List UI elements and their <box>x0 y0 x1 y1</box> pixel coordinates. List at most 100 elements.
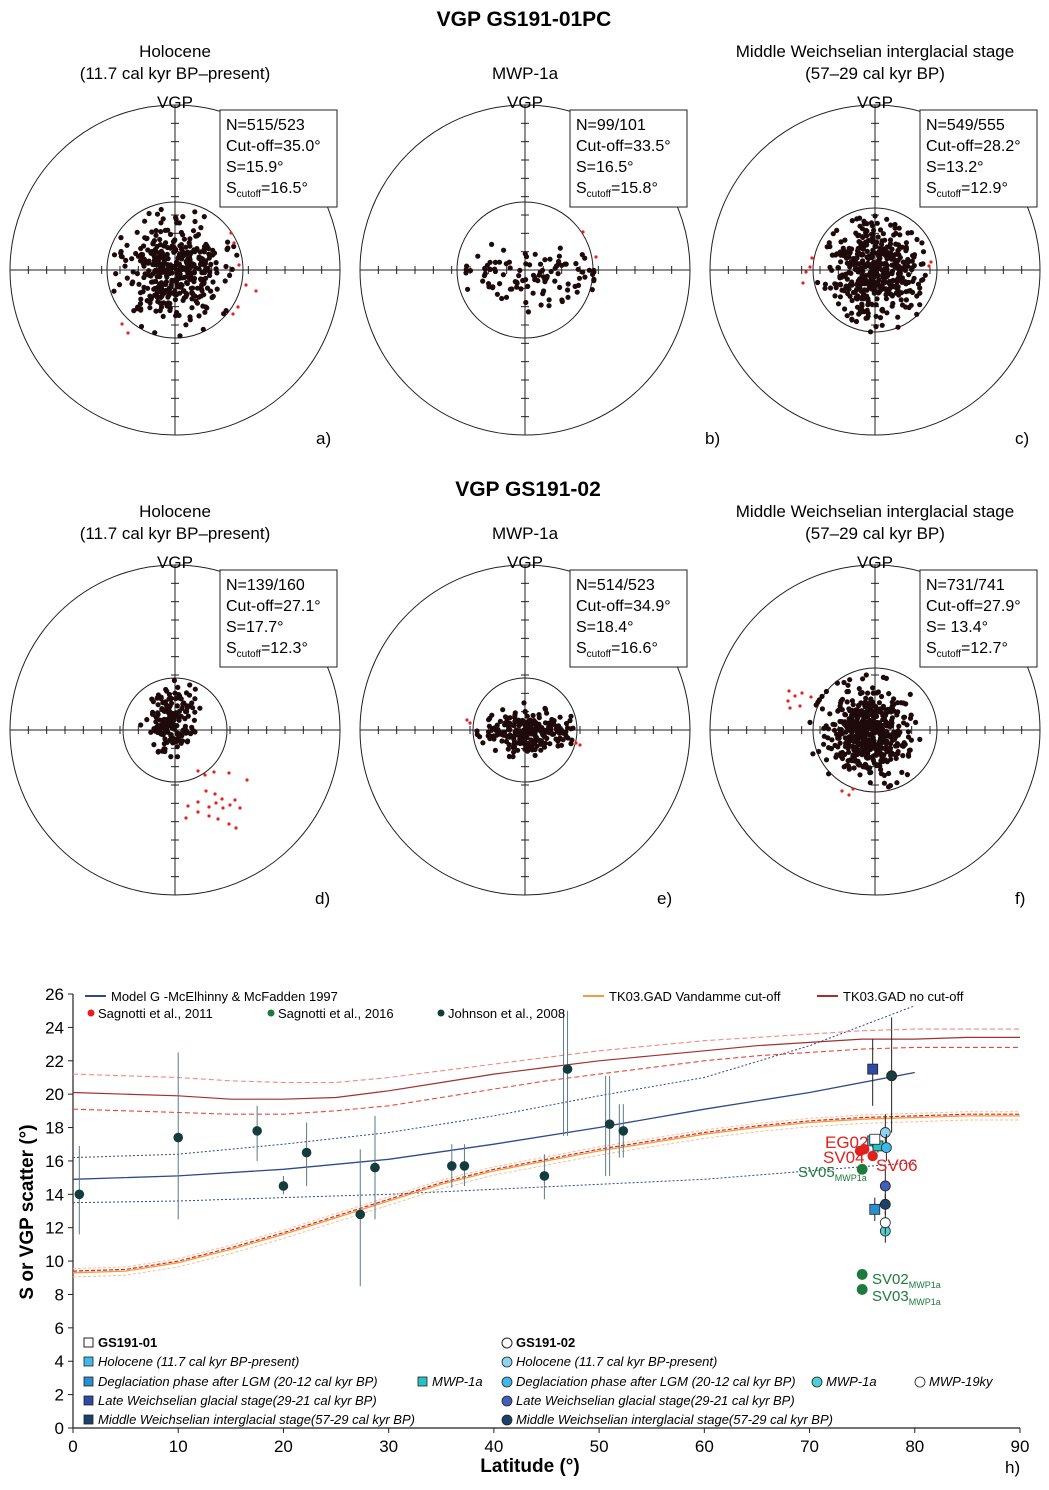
rejected-vgp-point <box>808 265 812 269</box>
x-tick-label: 90 <box>1011 1437 1030 1456</box>
vgp-point <box>546 297 552 303</box>
vgp-point <box>182 725 188 732</box>
legend-01-title-swatch <box>83 1337 94 1348</box>
vgp-point <box>556 258 562 265</box>
sagnotti-2016-label-name: SV05 <box>798 1164 835 1181</box>
vgp-point <box>556 730 563 736</box>
vgp-point <box>889 268 896 274</box>
vgp-point <box>896 225 902 231</box>
vgp-point <box>905 729 912 735</box>
vgp-point <box>832 742 838 749</box>
vgp-point <box>917 736 923 743</box>
vgp-point <box>142 272 148 278</box>
vgp-point <box>158 220 164 226</box>
y-tick-label: 24 <box>45 1018 64 1037</box>
vgp-point <box>582 255 588 261</box>
vgp-point <box>166 711 172 717</box>
vgp-point <box>902 279 909 285</box>
vgp-point <box>880 231 887 237</box>
vgp-point <box>880 752 886 758</box>
vgp-point <box>480 278 486 284</box>
vgp-point <box>837 726 843 733</box>
vgp-point <box>537 261 544 267</box>
vgp-point <box>903 297 910 303</box>
rejected-vgp-point <box>207 805 211 809</box>
vgp-point <box>487 266 493 272</box>
vgp-point <box>181 700 187 706</box>
rejected-vgp-point <box>809 695 813 699</box>
vgp-point <box>899 769 905 776</box>
vgp-point <box>213 260 219 266</box>
vgp-point <box>553 263 560 269</box>
panel-letter: e) <box>657 889 672 908</box>
panel-period-title: Middle Weichselian interglacial stage <box>736 42 1014 61</box>
vgp-point <box>847 677 853 683</box>
vgp-point <box>895 248 901 254</box>
vgp-point <box>835 708 841 714</box>
vgp-point <box>172 297 178 303</box>
panel-letter: c) <box>1015 429 1029 448</box>
tk03-vandamme-red-line <box>72 1113 1020 1272</box>
top-legend-label: TK03.GAD no cut-off <box>843 989 964 1004</box>
vgp-point <box>184 279 190 286</box>
vgp-point <box>197 261 204 267</box>
vgp-point <box>203 304 209 310</box>
vgp-point <box>158 206 164 213</box>
vgp-point <box>868 262 874 268</box>
vgp-point <box>189 700 195 706</box>
vgp-point <box>517 721 523 727</box>
sagnotti-2011-label: EG02 <box>825 1133 868 1152</box>
top-legend-label: Sagnotti et al., 2016 <box>278 1006 394 1021</box>
vgp-point <box>883 712 889 718</box>
vgp-point <box>892 284 898 290</box>
vgp-point <box>156 261 162 267</box>
rejected-vgp-point <box>574 741 578 745</box>
vgp-point <box>864 307 870 313</box>
vgp-point <box>144 298 150 304</box>
vgp-point <box>889 715 896 721</box>
vgp-point <box>199 270 205 276</box>
rejected-vgp-point <box>233 798 237 802</box>
vgp-point <box>917 302 923 308</box>
vgp-point <box>178 229 184 236</box>
vgp-point <box>546 303 552 309</box>
vgp-point <box>177 693 183 699</box>
vgp-point <box>181 236 187 242</box>
vgp-point <box>166 292 172 298</box>
vgp-point <box>492 259 498 265</box>
vgp-point <box>161 243 167 249</box>
vgp-point <box>863 695 869 701</box>
vgp-point <box>166 696 172 702</box>
vgp-point <box>166 301 172 308</box>
legend-02-swatch <box>501 1356 513 1368</box>
vgp-point <box>161 300 167 306</box>
legend-02-item: MWP-19ky <box>929 1374 994 1389</box>
vgp-point <box>176 312 182 318</box>
vgp-point <box>837 281 843 287</box>
stat-s: S=15.9° <box>226 159 284 176</box>
gs191-02-point <box>879 1180 891 1192</box>
vgp-point <box>192 729 198 735</box>
rejected-vgp-point <box>786 699 790 703</box>
vgp-point <box>852 722 858 728</box>
vgp-label: VGP <box>157 93 193 112</box>
vgp-point <box>565 287 571 293</box>
vgp-point <box>568 713 574 719</box>
vgp-point <box>918 261 924 267</box>
vgp-point <box>845 291 851 297</box>
johnson-2008-point <box>278 1181 289 1191</box>
vgp-point <box>521 732 527 738</box>
vgp-point <box>164 688 170 694</box>
legend-01-swatch <box>83 1395 94 1406</box>
vgp-point <box>165 256 171 262</box>
vgp-point <box>525 283 531 289</box>
rejected-vgp-point <box>787 689 791 693</box>
vgp-point <box>525 309 532 315</box>
top-legend-dot-swatch <box>437 1009 445 1017</box>
vgp-point <box>167 703 173 709</box>
vgp-point <box>861 221 867 227</box>
vgp-point <box>858 308 865 314</box>
vgp-point <box>465 286 471 292</box>
vgp-point <box>557 714 563 720</box>
vgp-point <box>819 693 825 700</box>
